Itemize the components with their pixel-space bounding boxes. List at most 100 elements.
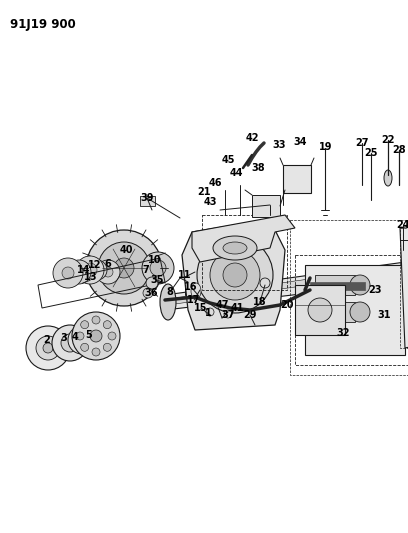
- Circle shape: [260, 278, 270, 288]
- Circle shape: [36, 336, 60, 360]
- Ellipse shape: [160, 284, 176, 320]
- Circle shape: [76, 334, 88, 346]
- Circle shape: [68, 326, 96, 354]
- Bar: [315, 302, 355, 322]
- Circle shape: [87, 260, 107, 280]
- Text: 35: 35: [150, 275, 164, 285]
- Text: 12: 12: [88, 260, 102, 270]
- Circle shape: [52, 325, 88, 361]
- Bar: [295, 255, 408, 365]
- Bar: [305, 265, 405, 355]
- Text: 24: 24: [396, 220, 408, 230]
- Text: 25: 25: [364, 148, 378, 158]
- Text: 14: 14: [77, 265, 91, 275]
- Circle shape: [206, 308, 214, 316]
- Circle shape: [83, 263, 97, 277]
- Text: 6: 6: [104, 259, 111, 269]
- Circle shape: [210, 250, 260, 300]
- Text: 39: 39: [140, 193, 154, 203]
- Circle shape: [86, 230, 162, 306]
- Text: 16: 16: [184, 282, 198, 292]
- Circle shape: [67, 260, 91, 284]
- Text: 1: 1: [205, 308, 211, 318]
- Circle shape: [81, 343, 89, 351]
- Bar: [400, 228, 408, 348]
- Circle shape: [72, 312, 120, 360]
- Circle shape: [350, 302, 370, 322]
- Text: 2: 2: [44, 335, 50, 345]
- Text: 38: 38: [251, 163, 265, 173]
- Circle shape: [143, 288, 153, 298]
- Ellipse shape: [213, 236, 257, 260]
- Text: 45: 45: [221, 155, 235, 165]
- Text: 36: 36: [144, 288, 158, 298]
- Polygon shape: [182, 220, 285, 330]
- Circle shape: [308, 298, 332, 322]
- Bar: [252, 195, 280, 217]
- Text: 44: 44: [229, 168, 243, 178]
- Polygon shape: [175, 264, 408, 304]
- Circle shape: [108, 332, 116, 340]
- Text: 41: 41: [230, 303, 244, 313]
- Circle shape: [96, 260, 120, 284]
- Text: 22: 22: [381, 135, 395, 145]
- Circle shape: [103, 321, 111, 329]
- Circle shape: [197, 237, 273, 313]
- Polygon shape: [400, 220, 408, 348]
- Ellipse shape: [223, 242, 247, 254]
- Text: 3: 3: [61, 333, 67, 343]
- Circle shape: [150, 260, 166, 276]
- Text: 15: 15: [194, 303, 208, 313]
- Bar: [315, 275, 355, 295]
- Text: 46: 46: [208, 178, 222, 188]
- Bar: [310, 282, 365, 290]
- Text: 19: 19: [319, 142, 333, 152]
- Text: 27: 27: [355, 138, 369, 148]
- Text: 33: 33: [272, 140, 286, 150]
- Circle shape: [53, 258, 83, 288]
- Text: 5: 5: [86, 330, 92, 340]
- Text: 43: 43: [203, 197, 217, 207]
- Circle shape: [92, 348, 100, 356]
- Bar: [140, 196, 155, 206]
- Circle shape: [223, 263, 247, 287]
- Text: 42: 42: [245, 133, 259, 143]
- Text: 21: 21: [197, 187, 211, 197]
- Circle shape: [224, 310, 232, 318]
- Circle shape: [103, 343, 111, 351]
- Text: 13: 13: [84, 272, 98, 282]
- Circle shape: [98, 242, 150, 294]
- Text: 34: 34: [293, 137, 307, 147]
- Bar: [202, 215, 287, 290]
- Circle shape: [76, 256, 104, 284]
- Circle shape: [103, 267, 113, 277]
- Text: 40: 40: [119, 245, 133, 255]
- Text: 17: 17: [187, 295, 201, 305]
- Circle shape: [43, 343, 53, 353]
- Text: 11: 11: [178, 270, 192, 280]
- Text: 47: 47: [215, 300, 229, 310]
- Circle shape: [142, 252, 174, 284]
- Text: 32: 32: [336, 328, 350, 338]
- Circle shape: [61, 334, 79, 352]
- Ellipse shape: [384, 170, 392, 186]
- Text: 37: 37: [221, 310, 235, 320]
- Circle shape: [114, 258, 134, 278]
- Circle shape: [62, 267, 74, 279]
- Ellipse shape: [191, 283, 201, 299]
- Text: 26: 26: [407, 203, 408, 213]
- Circle shape: [76, 332, 84, 340]
- Circle shape: [146, 277, 158, 289]
- Text: 20: 20: [280, 300, 294, 310]
- Bar: [290, 220, 408, 375]
- Text: 7: 7: [143, 265, 149, 275]
- Bar: [283, 165, 311, 193]
- Text: 23: 23: [368, 285, 382, 295]
- Circle shape: [350, 275, 370, 295]
- Text: 29: 29: [243, 310, 257, 320]
- Text: 4: 4: [72, 332, 78, 342]
- Circle shape: [81, 321, 89, 329]
- Polygon shape: [192, 215, 295, 262]
- Bar: [295, 285, 345, 335]
- Text: 28: 28: [392, 145, 406, 155]
